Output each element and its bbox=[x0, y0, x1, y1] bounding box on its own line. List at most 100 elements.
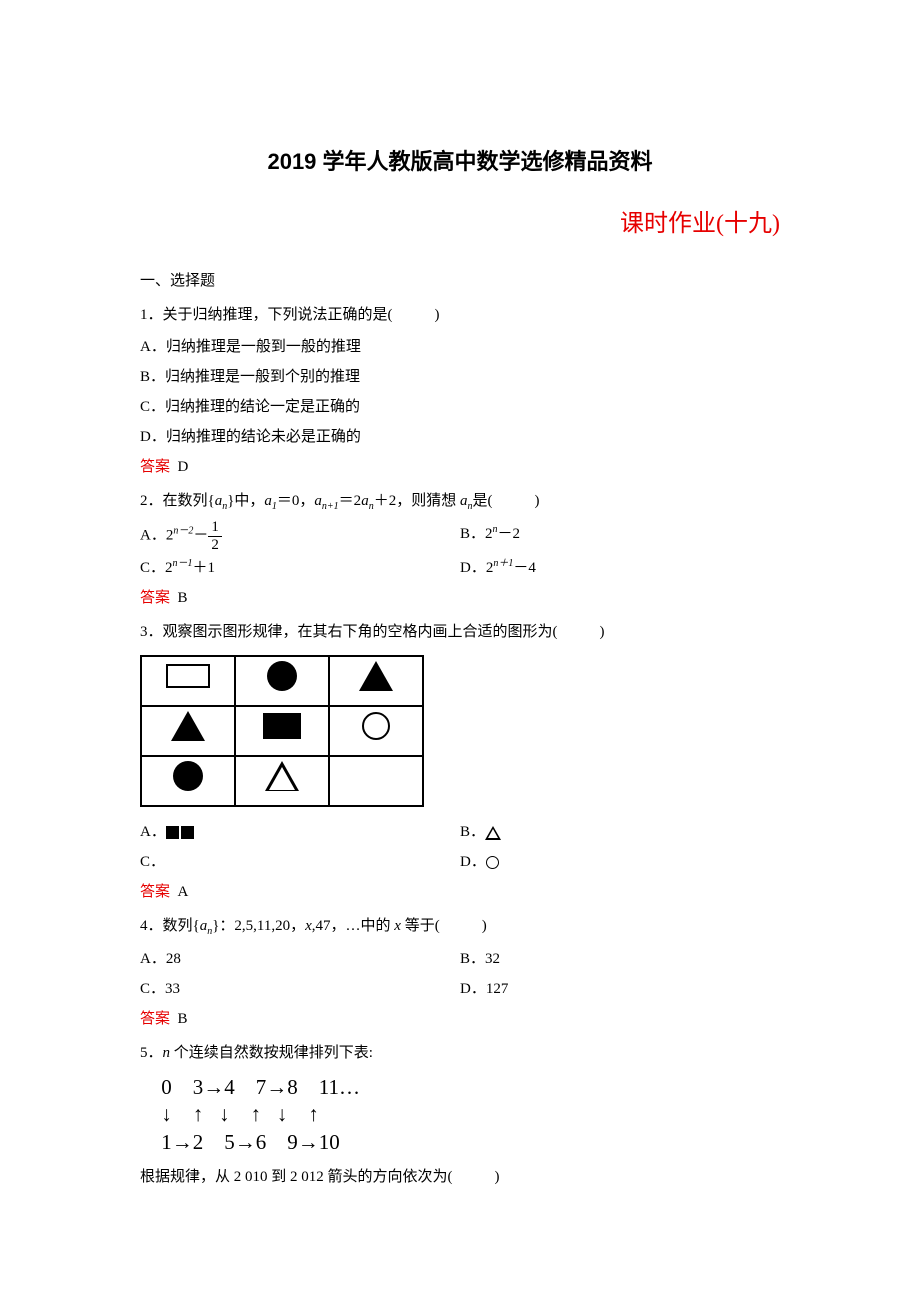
q2-A-mid: － bbox=[193, 527, 208, 543]
q2-row1: A．2n－2－12 B．2n－2 bbox=[140, 519, 780, 553]
q3-row2: C． D． bbox=[140, 847, 780, 877]
q3-A: A． bbox=[140, 817, 460, 847]
q4-s3: ,47，…中的 bbox=[312, 918, 395, 934]
cell-1-3 bbox=[329, 656, 423, 706]
circle-outline-icon bbox=[362, 712, 390, 740]
answer-label: 答案 bbox=[140, 884, 170, 900]
q4-answer: 答案 B bbox=[140, 1004, 780, 1034]
a1: a bbox=[264, 493, 272, 509]
cell-1-1 bbox=[141, 656, 235, 706]
q2-D: D．2n＋1－4 bbox=[460, 553, 780, 583]
q2-row2: C．2n－1＋1 D．2n＋1－4 bbox=[140, 553, 780, 583]
circle-outline-icon bbox=[486, 856, 499, 869]
cell-3-2 bbox=[235, 756, 329, 806]
q4-s2: }：2,5,11,20， bbox=[212, 918, 305, 934]
cell-2-1 bbox=[141, 706, 235, 756]
q2-answer: 答案 B bbox=[140, 583, 780, 613]
q4-A: A．28 bbox=[140, 944, 460, 974]
q2-B: B．2n－2 bbox=[460, 519, 780, 553]
blank: ( ) bbox=[487, 493, 543, 509]
q5-tail: 根据规律，从 2 010 到 2 012 箭头的方向依次为( ) bbox=[140, 1162, 780, 1192]
blank: ( ) bbox=[388, 307, 444, 323]
blank: ( ) bbox=[435, 918, 491, 934]
q4-row2: C．33 D．127 bbox=[140, 974, 780, 1004]
q1-A: A．归纳推理是一般到一般的推理 bbox=[140, 332, 780, 362]
triangle-outline-icon bbox=[485, 826, 501, 840]
q2-D-pre: D．2 bbox=[460, 560, 493, 576]
section-header: 一、选择题 bbox=[140, 266, 780, 296]
an2: a bbox=[361, 493, 369, 509]
blank: ( ) bbox=[553, 624, 609, 640]
q3-stem-text: 3．观察图示图形规律，在其右下角的空格内画上合适的图形为 bbox=[140, 624, 553, 640]
x2: x bbox=[394, 918, 401, 934]
arrow-diagram: 0 3→4 7→8 11… ↓ ↑ ↓ ↑ ↓ ↑ 1→2 5→6 9→10 bbox=[156, 1074, 780, 1156]
cell-2-3 bbox=[329, 706, 423, 756]
q1-D: D．归纳推理的结论未必是正确的 bbox=[140, 422, 780, 452]
subtitle: 课时作业(十九) bbox=[140, 200, 780, 248]
cell-1-2 bbox=[235, 656, 329, 706]
q2-s4: ＝2 bbox=[339, 493, 362, 509]
q3-B: B． bbox=[460, 817, 780, 847]
q2-C: C．2n－1＋1 bbox=[140, 553, 460, 583]
triangle-fill-icon bbox=[171, 711, 205, 741]
sub-n1: n+1 bbox=[322, 501, 339, 512]
q2-B-pre: B．2 bbox=[460, 526, 493, 542]
q3-D-lbl: D． bbox=[460, 854, 486, 870]
q5-tail-text: 根据规律，从 2 010 到 2 012 箭头的方向依次为 bbox=[140, 1169, 448, 1185]
q3-answer: 答案 A bbox=[140, 877, 780, 907]
q2-B-post: －2 bbox=[498, 526, 521, 542]
q2-s6: 是 bbox=[472, 493, 487, 509]
cell-3-3 bbox=[329, 756, 423, 806]
triangle-fill-icon bbox=[359, 661, 393, 691]
q3-C-lbl: C． bbox=[140, 854, 165, 870]
q5-stem: 5．n 个连续自然数按规律排列下表: bbox=[140, 1038, 780, 1068]
q3-row1: A． B． bbox=[140, 817, 780, 847]
q2-C-post: ＋1 bbox=[193, 560, 216, 576]
q2-s3: ＝0， bbox=[277, 493, 315, 509]
an1: a bbox=[314, 493, 322, 509]
q2-D-exp: n＋1 bbox=[493, 558, 513, 569]
arrow-l3: 1→2 5→6 9→10 bbox=[156, 1130, 340, 1154]
q2-C-exp: n－1 bbox=[173, 558, 193, 569]
answer-label: 答案 bbox=[140, 590, 170, 606]
answer-label: 答案 bbox=[140, 459, 170, 475]
q3-C: C． bbox=[140, 847, 460, 877]
frac-num: 1 bbox=[208, 519, 222, 537]
x: x bbox=[305, 918, 312, 934]
arrow-l1: 0 3→4 7→8 11… bbox=[156, 1075, 360, 1099]
q1-stem: 1．关于归纳推理，下列说法正确的是( ) bbox=[140, 300, 780, 330]
q1-answer: 答案 D bbox=[140, 452, 780, 482]
q3-stem: 3．观察图示图形规律，在其右下角的空格内画上合适的图形为( ) bbox=[140, 617, 780, 647]
n: n bbox=[163, 1045, 171, 1061]
q1-options: A．归纳推理是一般到一般的推理 B．归纳推理是一般到个别的推理 C．归纳推理的结… bbox=[140, 332, 780, 452]
square-fill-icon bbox=[166, 826, 179, 839]
q2-A-pre: A．2 bbox=[140, 527, 173, 543]
q1-stem-text: 1．关于归纳推理，下列说法正确的是 bbox=[140, 307, 388, 323]
q4-s1: 4．数列{ bbox=[140, 918, 200, 934]
q2-A: A．2n－2－12 bbox=[140, 519, 460, 553]
q2-s5: ＋2，则猜想 bbox=[374, 493, 460, 509]
shapes-grid bbox=[140, 655, 424, 807]
q4-ans: B bbox=[178, 1011, 188, 1027]
q1-B: B．归纳推理是一般到个别的推理 bbox=[140, 362, 780, 392]
square-fill-icon bbox=[181, 826, 194, 839]
circle-fill-icon bbox=[267, 661, 297, 691]
q2-D-post: －4 bbox=[513, 560, 536, 576]
q5-s1: 5． bbox=[140, 1045, 163, 1061]
cell-3-1 bbox=[141, 756, 235, 806]
q4-s4: 等于 bbox=[401, 918, 435, 934]
q2-A-frac: 12 bbox=[208, 519, 222, 553]
q2-stem: 2．在数列{an}中，a1＝0，an+1＝2an＋2，则猜想 an是( ) bbox=[140, 486, 780, 517]
frac-den: 2 bbox=[208, 537, 222, 554]
q1-ans: D bbox=[178, 459, 189, 475]
q2-A-exp: n－2 bbox=[173, 525, 193, 536]
q4-row1: A．28 B．32 bbox=[140, 944, 780, 974]
q4-D: D．127 bbox=[460, 974, 780, 1004]
q4-B: B．32 bbox=[460, 944, 780, 974]
cell-2-2 bbox=[235, 706, 329, 756]
q3-B-lbl: B． bbox=[460, 824, 485, 840]
rect-outline-icon bbox=[166, 664, 210, 688]
q3-D: D． bbox=[460, 847, 780, 877]
q5-s2: 个连续自然数按规律排列下表: bbox=[170, 1045, 373, 1061]
q4-stem: 4．数列{an}：2,5,11,20，x,47，…中的 x 等于( ) bbox=[140, 911, 780, 942]
